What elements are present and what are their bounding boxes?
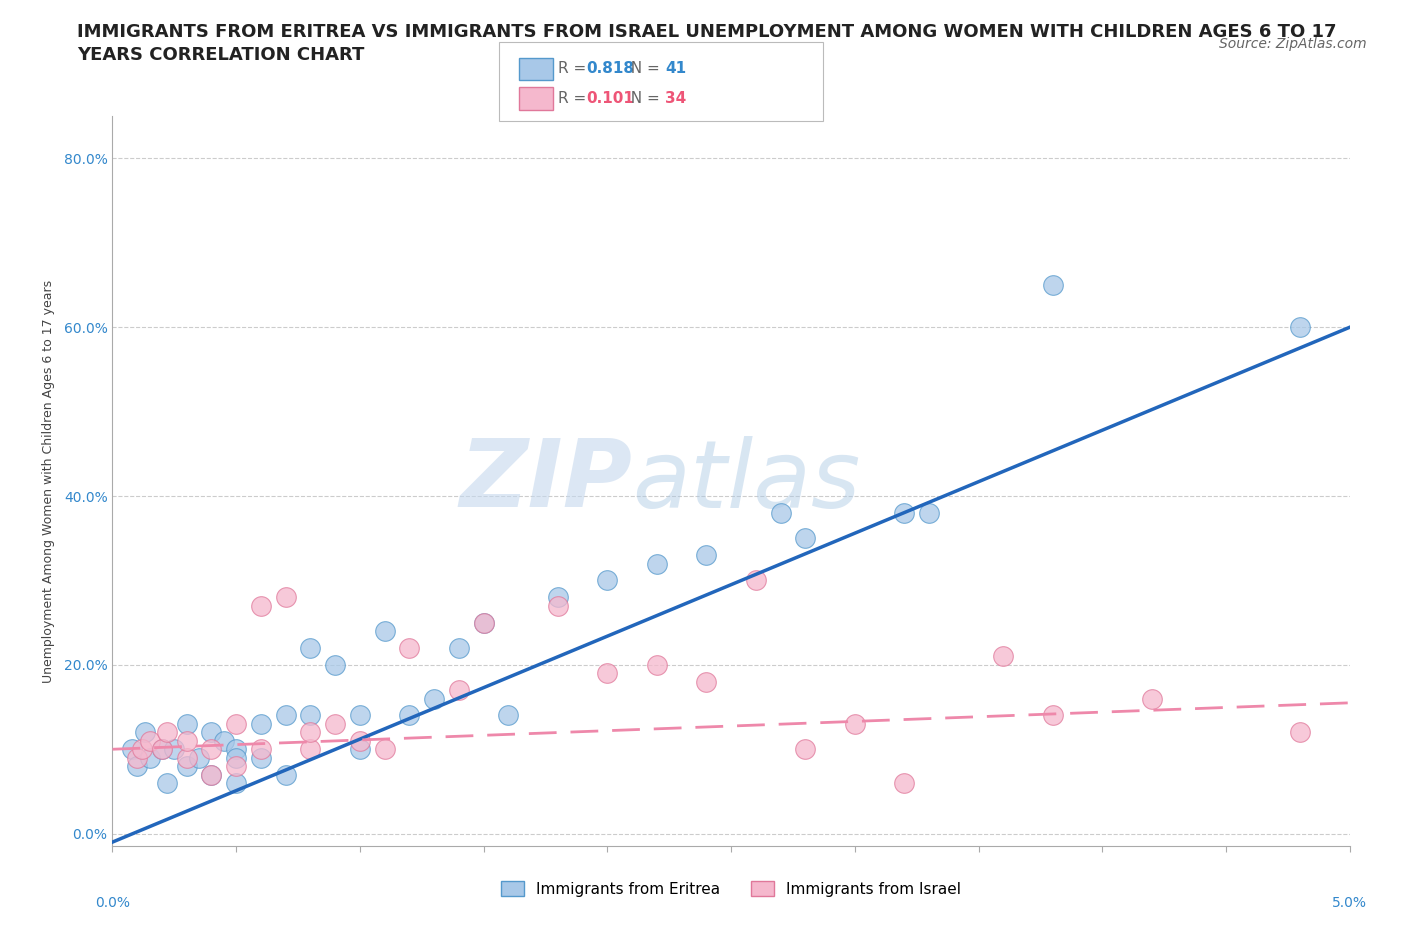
Point [138, 734, 160, 749]
Point [127, 759, 149, 774]
Text: 0.101: 0.101 [586, 91, 634, 106]
Point [398, 708, 420, 723]
Point [794, 531, 817, 546]
Point [163, 742, 186, 757]
Point [225, 759, 247, 774]
Point [323, 658, 346, 672]
Point [225, 742, 247, 757]
Legend: Immigrants from Eritrea, Immigrants from Israel: Immigrants from Eritrea, Immigrants from… [494, 873, 969, 904]
Point [200, 767, 222, 782]
Text: 34: 34 [665, 91, 686, 106]
Text: 5.0%: 5.0% [1333, 896, 1367, 910]
Point [156, 776, 179, 790]
Point [349, 734, 371, 749]
Text: Source: ZipAtlas.com: Source: ZipAtlas.com [1219, 37, 1367, 51]
Text: 41: 41 [665, 61, 686, 76]
Point [596, 573, 619, 588]
Point [323, 716, 346, 731]
Point [274, 767, 297, 782]
Point [745, 573, 768, 588]
Point [547, 598, 569, 613]
Point [547, 590, 569, 604]
Point [1289, 724, 1312, 739]
Point [274, 708, 297, 723]
Text: N =: N = [621, 61, 665, 76]
Point [200, 767, 222, 782]
Point [225, 716, 247, 731]
Point [121, 742, 143, 757]
Point [695, 548, 717, 563]
Point [695, 674, 717, 689]
Point [299, 742, 322, 757]
Point [250, 716, 273, 731]
Point [156, 724, 179, 739]
Text: R =: R = [558, 61, 592, 76]
Point [176, 716, 198, 731]
Point [1042, 278, 1064, 293]
Point [176, 751, 198, 765]
Point [127, 751, 149, 765]
Y-axis label: Unemployment Among Women with Children Ages 6 to 17 years: Unemployment Among Women with Children A… [42, 280, 55, 683]
Point [225, 751, 247, 765]
Point [349, 708, 371, 723]
Point [176, 759, 198, 774]
Point [1140, 691, 1163, 706]
Point [447, 683, 470, 698]
Point [299, 641, 322, 656]
Point [250, 742, 273, 757]
Point [596, 666, 619, 681]
Point [150, 742, 173, 757]
Point [398, 641, 420, 656]
Point [498, 708, 520, 723]
Point [374, 624, 396, 639]
Text: 0.818: 0.818 [586, 61, 634, 76]
Point [349, 742, 371, 757]
Point [472, 616, 495, 631]
Point [200, 724, 222, 739]
Point [212, 734, 235, 749]
Point [150, 742, 173, 757]
Point [893, 776, 915, 790]
Text: ZIP: ZIP [460, 435, 633, 527]
Text: 0.0%: 0.0% [96, 896, 129, 910]
Point [274, 590, 297, 604]
Text: R =: R = [558, 91, 592, 106]
Point [131, 742, 153, 757]
Point [200, 742, 222, 757]
Point [844, 716, 866, 731]
Point [1042, 708, 1064, 723]
Text: YEARS CORRELATION CHART: YEARS CORRELATION CHART [77, 46, 364, 64]
Point [138, 751, 160, 765]
Point [188, 751, 211, 765]
Point [134, 724, 156, 739]
Point [472, 616, 495, 631]
Point [176, 734, 198, 749]
Point [918, 506, 941, 521]
Point [769, 506, 792, 521]
Text: IMMIGRANTS FROM ERITREA VS IMMIGRANTS FROM ISRAEL UNEMPLOYMENT AMONG WOMEN WITH : IMMIGRANTS FROM ERITREA VS IMMIGRANTS FR… [77, 23, 1337, 41]
Point [1289, 320, 1312, 335]
Point [299, 724, 322, 739]
Point [993, 649, 1015, 664]
Point [423, 691, 446, 706]
Point [645, 658, 668, 672]
Point [250, 598, 273, 613]
Point [299, 708, 322, 723]
Text: atlas: atlas [633, 436, 860, 526]
Point [374, 742, 396, 757]
Point [893, 506, 915, 521]
Point [447, 641, 470, 656]
Point [250, 751, 273, 765]
Point [645, 556, 668, 571]
Point [225, 776, 247, 790]
Text: N =: N = [621, 91, 665, 106]
Point [794, 742, 817, 757]
